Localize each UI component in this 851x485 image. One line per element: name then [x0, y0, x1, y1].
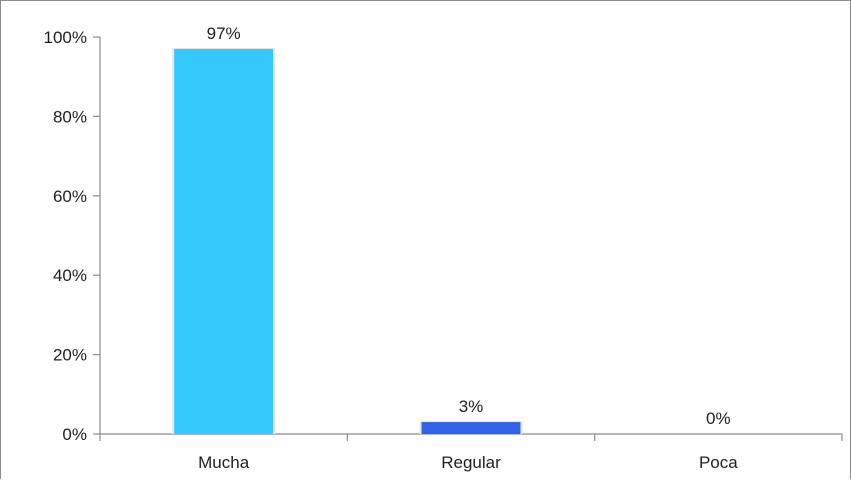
x-axis: Mucha Regular Poca — [99, 433, 843, 472]
y-tick-label: 0% — [62, 425, 87, 444]
bar-mucha — [174, 48, 274, 434]
y-tick-label: 80% — [53, 107, 87, 126]
category-label-mucha: Mucha — [198, 453, 250, 472]
y-tick-label: 20% — [53, 346, 87, 365]
y-axis: 0% 20% 40% 60% 80% 100% — [44, 28, 101, 444]
y-tick-label: 40% — [53, 266, 87, 285]
category-label-poca: Poca — [699, 453, 738, 472]
y-tick-label: 60% — [53, 187, 87, 206]
bar-regular — [421, 422, 521, 434]
bars — [172, 47, 523, 434]
category-label-regular: Regular — [441, 453, 501, 472]
data-label-regular: 3% — [459, 397, 484, 416]
data-label-poca: 0% — [706, 409, 731, 428]
data-labels: 97% 3% 0% — [207, 24, 731, 428]
y-tick-label: 100% — [44, 28, 87, 47]
data-label-mucha: 97% — [207, 24, 241, 43]
